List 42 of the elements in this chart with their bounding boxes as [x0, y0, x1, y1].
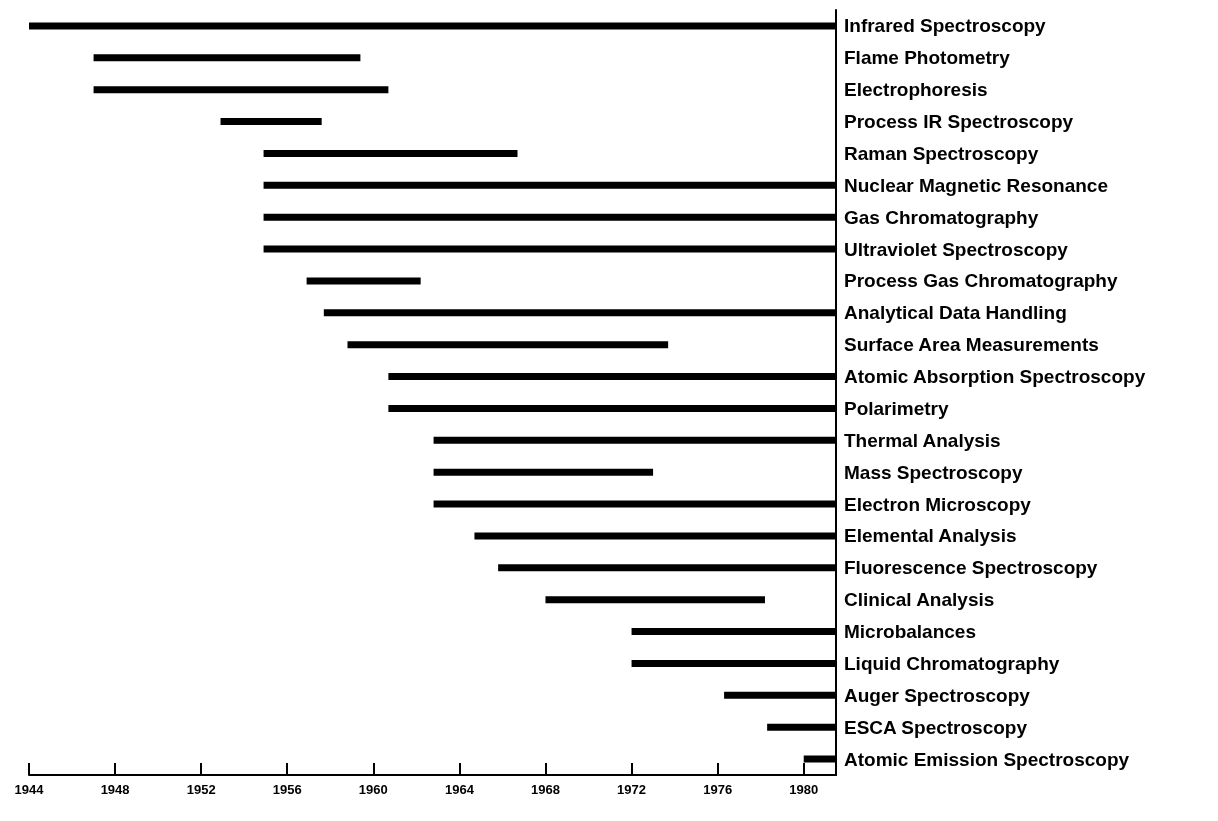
x-tick-label: 1944 — [14, 782, 45, 797]
y-tick-label: Thermal Analysis — [844, 429, 1001, 451]
x-tick-label: 1948 — [100, 782, 130, 797]
y-tick-label: Process Gas Chromatography — [844, 270, 1118, 292]
y-tick-label: Gas Chromatography — [844, 206, 1039, 228]
y-tick-label: Liquid Chromatography — [844, 652, 1060, 674]
y-tick-label: Surface Area Measurements — [844, 334, 1099, 356]
bar — [263, 149, 518, 157]
y-tick-label: Elemental Analysis — [844, 525, 1017, 547]
y-tick-label: Microbalances — [844, 621, 976, 643]
y-tick-label: Nuclear Magnetic Resonance — [844, 174, 1108, 196]
bar — [347, 341, 669, 349]
x-tick-label: 1956 — [272, 782, 302, 797]
y-tick-label: Flame Photometry — [844, 47, 1011, 69]
bar — [93, 86, 389, 94]
y-tick-label: Analytical Data Handling — [844, 302, 1067, 324]
y-tick-label: Auger Spectroscopy — [844, 684, 1031, 706]
y-tick-label: Polarimetry — [844, 397, 949, 419]
bar — [545, 596, 765, 604]
x-tick-label: 1968 — [531, 782, 560, 797]
x-tick-label: 1964 — [444, 782, 475, 797]
y-tick-label: Electrophoresis — [844, 79, 988, 101]
bar — [433, 468, 654, 476]
y-tick-label: Atomic Emission Spectroscopy — [844, 748, 1130, 770]
y-tick-label: Process IR Spectroscopy — [844, 111, 1074, 133]
y-tick-label: Raman Spectroscopy — [844, 142, 1039, 164]
x-tick-label: 1960 — [358, 782, 388, 797]
x-tick-label: 1980 — [789, 782, 819, 797]
x-tick-label: 1952 — [186, 782, 216, 797]
y-tick-label: Electron Microscopy — [844, 493, 1032, 515]
y-tick-label: Atomic Absorption Spectroscopy — [844, 366, 1146, 388]
bar — [220, 118, 322, 126]
x-tick-label: 1972 — [617, 782, 647, 797]
y-tick-label: Ultraviolet Spectroscopy — [844, 238, 1069, 260]
bar — [93, 54, 361, 62]
x-tick-label: 1976 — [703, 782, 733, 797]
y-tick-label: Fluorescence Spectroscopy — [844, 557, 1098, 579]
y-tick-label: ESCA Spectroscopy — [844, 716, 1028, 738]
y-tick-label: Infrared Spectroscopy — [844, 15, 1047, 37]
y-tick-label: Mass Spectroscopy — [844, 461, 1023, 483]
bar — [306, 277, 421, 285]
y-tick-label: Clinical Analysis — [844, 589, 995, 611]
